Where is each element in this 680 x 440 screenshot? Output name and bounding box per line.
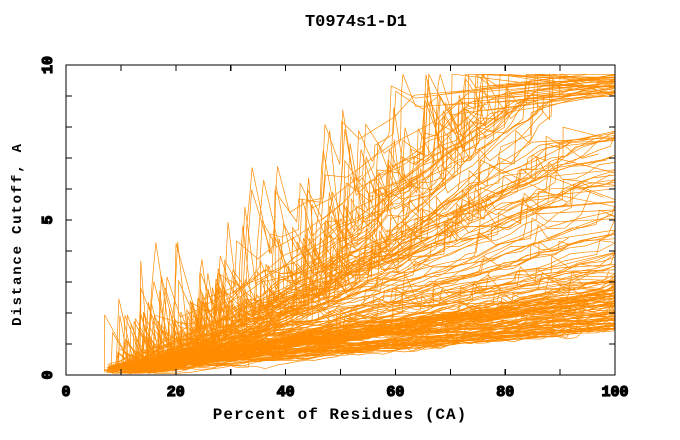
svg-text:0: 0: [40, 370, 57, 379]
svg-text:0: 0: [61, 384, 70, 401]
svg-text:80: 80: [496, 384, 514, 401]
svg-text:100: 100: [601, 384, 628, 401]
svg-text:10: 10: [40, 56, 57, 74]
svg-text:20: 20: [167, 384, 185, 401]
svg-text:5: 5: [40, 215, 57, 224]
svg-text:40: 40: [277, 384, 295, 401]
svg-text:60: 60: [386, 384, 404, 401]
